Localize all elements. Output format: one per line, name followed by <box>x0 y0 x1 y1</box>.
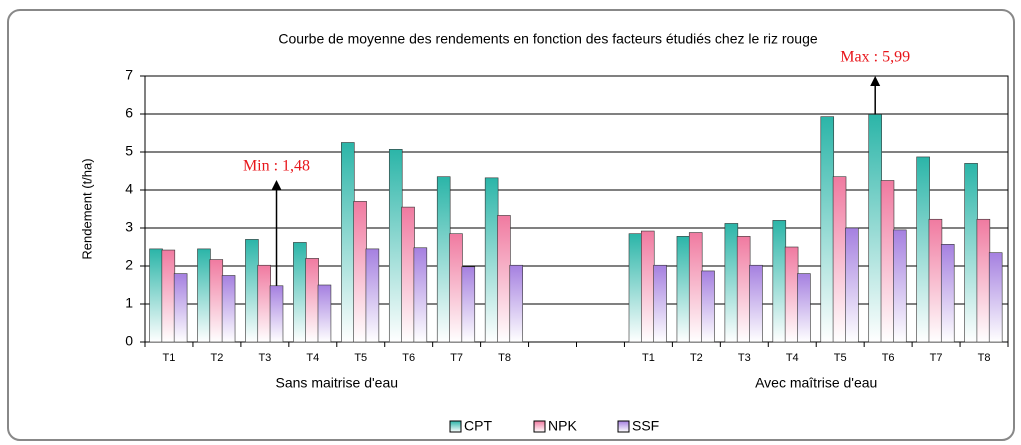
x-tick-label: T6 <box>402 352 415 364</box>
bar <box>820 116 835 343</box>
legend-label: NPK <box>548 418 577 434</box>
bar <box>832 176 847 343</box>
chart-title: Courbe de moyenne des rendements en fonc… <box>278 31 818 47</box>
x-tick-label: T4 <box>786 352 799 364</box>
bar <box>161 249 176 343</box>
x-tick-label: T2 <box>690 352 703 364</box>
y-tick-label: 6 <box>125 105 133 121</box>
bar <box>940 244 955 343</box>
bar <box>293 242 307 343</box>
bar <box>401 206 415 343</box>
bar <box>461 266 476 343</box>
bar <box>976 218 991 343</box>
bar <box>209 259 224 343</box>
bar <box>173 273 188 343</box>
bar <box>724 223 739 343</box>
bar <box>928 218 943 343</box>
bar <box>845 227 859 343</box>
bar <box>365 248 380 343</box>
bar <box>628 233 643 343</box>
bar <box>257 264 271 343</box>
x-tick-label: T5 <box>834 352 847 364</box>
plot-area <box>144 75 1009 343</box>
bar <box>484 177 499 343</box>
bar <box>784 246 799 343</box>
bar <box>436 176 451 343</box>
bar <box>688 232 703 343</box>
bar <box>449 233 463 343</box>
y-tick-label: 0 <box>125 333 133 349</box>
bar <box>413 247 428 343</box>
legend-swatch <box>449 420 462 433</box>
bar <box>269 285 284 343</box>
arrow-head <box>271 180 282 190</box>
bar <box>916 156 930 343</box>
x-tick-label: T1 <box>642 352 655 364</box>
bar <box>245 239 259 343</box>
y-tick-label: 3 <box>125 219 133 235</box>
x-tick-label: T7 <box>930 352 943 364</box>
bar <box>772 220 787 343</box>
bar <box>317 284 332 343</box>
group-label: Sans maitrise d'eau <box>276 375 399 391</box>
bar <box>640 230 655 343</box>
x-tick-label: T7 <box>450 352 463 364</box>
annotation: Min : 1,48 <box>243 158 310 175</box>
legend-swatch <box>533 420 546 433</box>
bar <box>964 163 978 343</box>
x-tick-label: T8 <box>498 352 511 364</box>
legend-label: SSF <box>632 418 659 434</box>
y-tick-label: 2 <box>125 257 133 273</box>
y-axis-label: Rendement (t/ha) <box>79 158 94 259</box>
bar <box>353 201 367 343</box>
bar <box>880 180 895 343</box>
arrow-head <box>870 76 881 86</box>
bar <box>893 229 907 343</box>
bar <box>988 252 1003 343</box>
bar <box>676 236 691 343</box>
x-tick-label: T8 <box>978 352 991 364</box>
bar <box>197 248 211 343</box>
group-label: Avec maîtrise d'eau <box>755 375 877 391</box>
bar <box>797 273 811 343</box>
annotation: Max : 5,99 <box>840 49 910 66</box>
legend-swatch <box>617 420 630 433</box>
bar <box>701 270 715 343</box>
x-tick-label: T3 <box>738 352 751 364</box>
bar <box>388 149 403 343</box>
legend-label: CPT <box>464 418 492 434</box>
y-tick-label: 4 <box>125 181 133 197</box>
x-tick-label: T1 <box>163 352 176 364</box>
bar <box>221 275 236 343</box>
bar <box>736 236 751 343</box>
bar <box>497 215 511 343</box>
bar <box>149 248 163 343</box>
x-tick-label: T6 <box>882 352 895 364</box>
bar <box>868 114 882 343</box>
bar <box>341 142 355 343</box>
y-tick-label: 1 <box>125 295 133 311</box>
x-tick-label: T5 <box>354 352 367 364</box>
x-tick-label: T2 <box>210 352 223 364</box>
bar <box>749 264 763 343</box>
y-tick-label: 5 <box>125 143 133 159</box>
bar <box>305 258 319 343</box>
bar <box>509 264 524 343</box>
y-tick-label: 7 <box>125 67 133 83</box>
bar <box>653 264 667 343</box>
x-tick-label: T4 <box>306 352 319 364</box>
x-tick-label: T3 <box>258 352 271 364</box>
